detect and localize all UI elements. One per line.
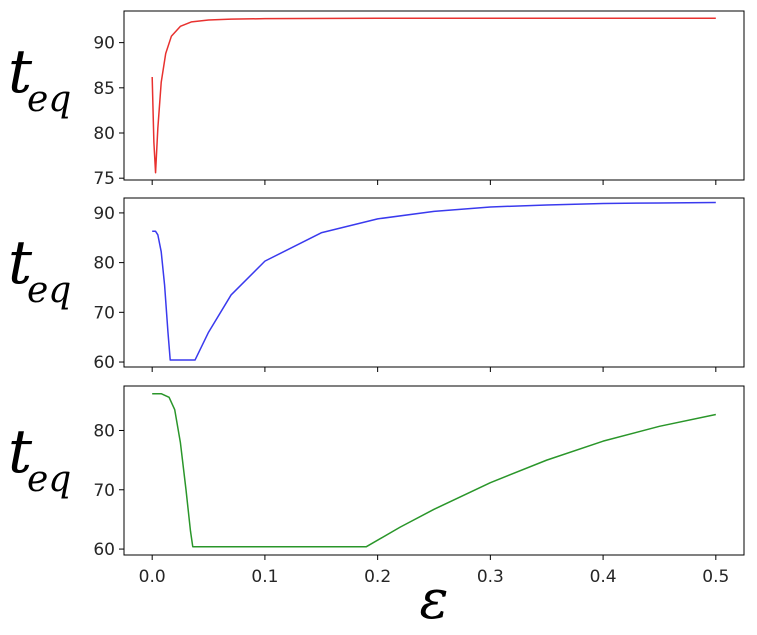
y-tick-label: 75	[93, 169, 115, 189]
y-tick-label: 80	[93, 124, 115, 144]
x-axis: 0.0 0.1 0.2 0.3 0.4 0.5	[139, 555, 729, 587]
y-axis-label-subscript: eq	[27, 79, 71, 120]
series-line	[152, 201, 716, 361]
y-axis: 60 70 80	[93, 421, 124, 560]
x-tick-label: 0.4	[590, 567, 617, 587]
y-tick-label: 80	[93, 254, 115, 274]
x-axis-label: ε	[420, 568, 449, 631]
y-tick-label: 90	[93, 34, 115, 54]
x-tick-label: 0.1	[251, 567, 278, 587]
y-tick-label: 90	[93, 204, 115, 224]
panel-top: 75 80 85 90 t eq	[8, 10, 745, 189]
y-axis-label-main: t	[8, 37, 33, 107]
x-tick-label: 0.3	[477, 567, 504, 587]
x-axis	[151, 180, 717, 185]
y-axis: 60 70 80 90	[93, 204, 124, 373]
y-axis: 75 80 85 90	[93, 34, 124, 189]
y-axis-label-main: t	[8, 228, 33, 298]
y-axis-label-subscript: eq	[27, 270, 71, 311]
y-tick-label: 70	[93, 303, 115, 323]
y-axis-label-subscript: eq	[27, 459, 71, 500]
panel-bottom: 60 70 80 0.0 0.1 0.2 0.3 0.4 0.5 t eq	[8, 385, 745, 587]
series-line	[152, 392, 716, 548]
x-tick-label: 0.2	[364, 567, 391, 587]
series-line	[151, 17, 716, 174]
y-tick-label: 60	[93, 540, 115, 560]
y-tick-label: 70	[93, 481, 115, 501]
y-axis-label-main: t	[8, 417, 33, 487]
y-tick-label: 85	[93, 79, 115, 99]
x-tick-label: 0.0	[139, 567, 166, 587]
panel-middle: 60 70 80 90 t eq	[8, 197, 745, 373]
plot-frame	[123, 10, 745, 181]
plot-frame	[123, 197, 745, 368]
y-tick-label: 60	[93, 353, 115, 373]
y-tick-label: 80	[93, 421, 115, 441]
x-axis	[151, 367, 717, 372]
x-tick-label: 0.5	[702, 567, 729, 587]
plot-frame	[123, 385, 745, 556]
